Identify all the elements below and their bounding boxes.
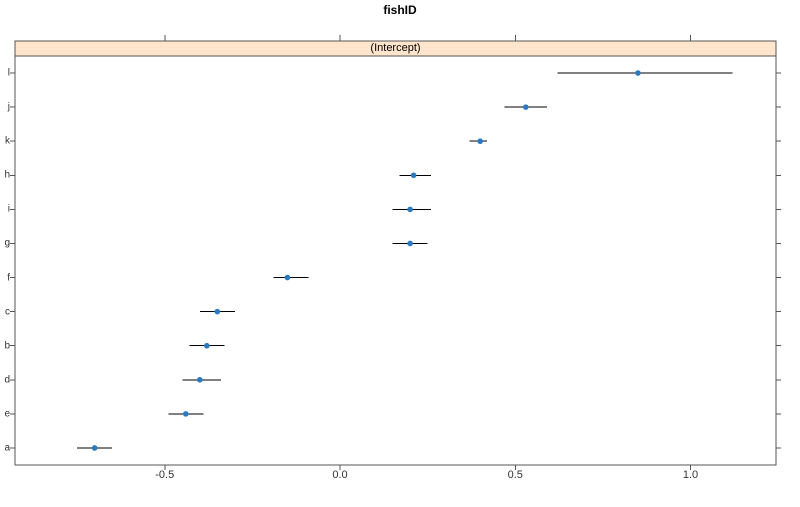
strip-bar [14,40,777,57]
y-axis-category-label: h [4,169,10,181]
y-axis-category-label: l [7,67,10,79]
y-axis-category-label: c [5,306,10,318]
x-axis-tick-label: -0.5 [155,469,175,481]
x-axis-tick-label: 0.5 [507,469,523,481]
data-point [182,411,189,417]
data-point [407,206,413,213]
data-point [197,376,203,383]
y-axis-category-label: g [4,237,10,249]
data-point [407,240,413,247]
y-axis-category-label: j [7,101,10,113]
y-axis-category-label: a [4,442,10,454]
data-point [477,138,484,145]
data-point [522,104,529,110]
data-point [204,342,210,349]
x-axis-tick-label: 1.0 [682,469,699,481]
x-axis-tick-label: 0.0 [332,469,348,481]
data-point [635,70,641,76]
y-axis-category-label: i [7,203,10,215]
data-point [214,308,221,315]
data-point [91,445,98,451]
panel-strip-label: (Intercept) [370,42,421,54]
data-point [284,274,291,281]
y-axis-category-label: b [4,340,10,352]
y-axis-category-label: e [4,408,10,420]
plot-border [14,40,777,466]
chart-title: fishID [383,3,417,17]
y-axis-category-label: d [4,374,10,386]
y-axis-category-label: f [7,272,10,284]
data-point [410,172,417,179]
y-axis-category-label: k [5,135,10,147]
